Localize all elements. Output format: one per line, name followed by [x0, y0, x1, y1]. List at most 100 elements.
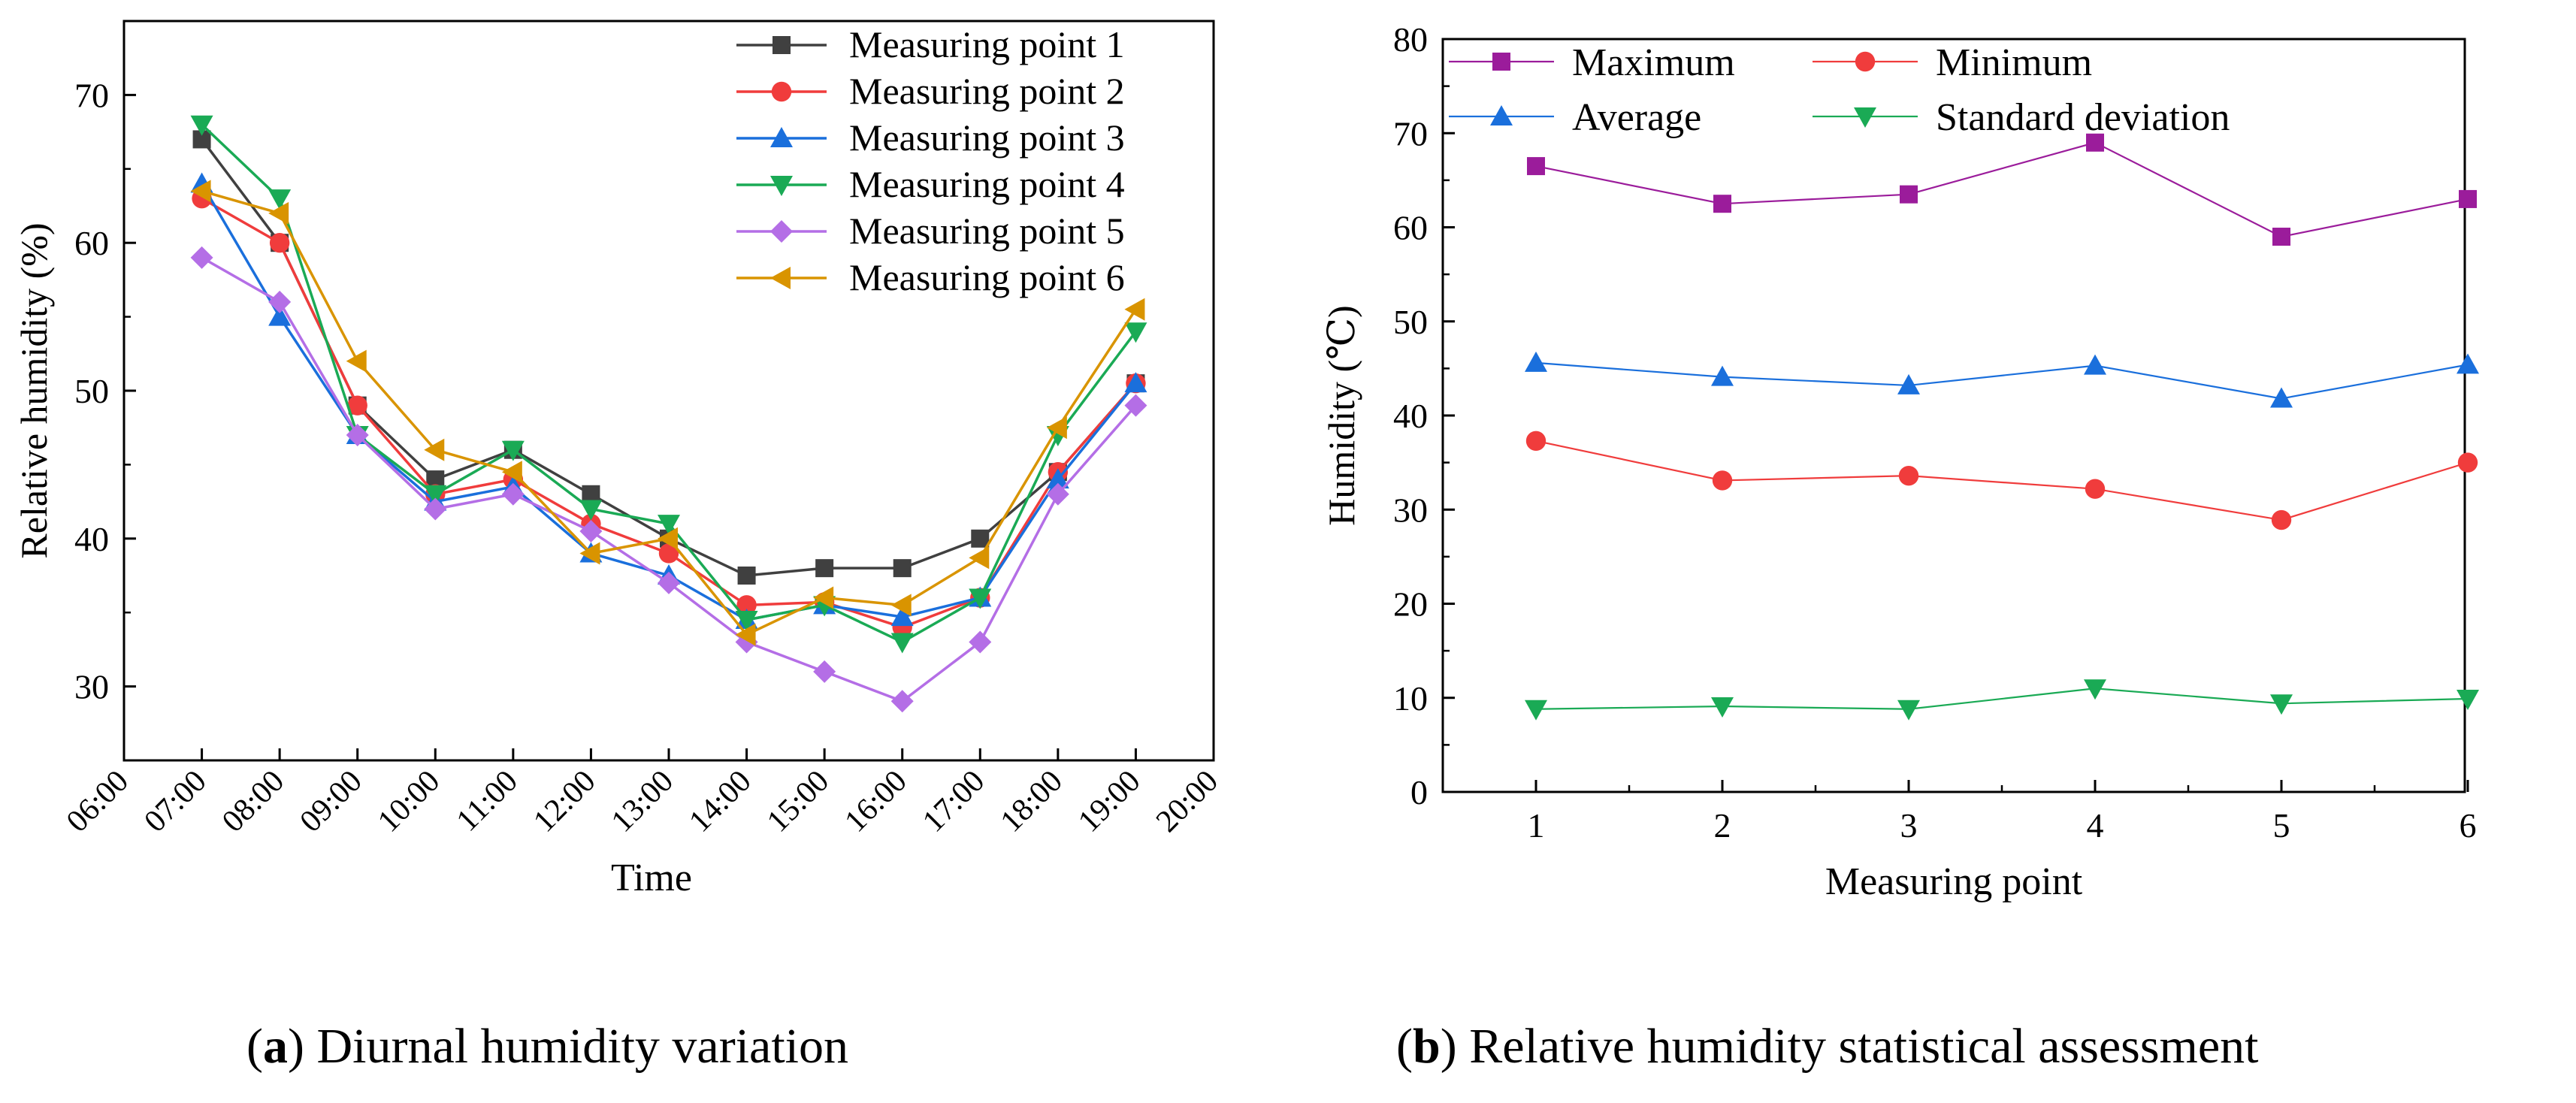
data-point: [2084, 679, 2106, 700]
chart-humidity-statistics: 0 10 20 30 40 50 60 70 80 1 2 3 4 5 6 Measuring point Hu…: [1320, 20, 2479, 903]
data-point: [658, 515, 680, 536]
series-b-2: [1525, 431, 2478, 530]
legend-label: Measuring point 1: [849, 23, 1125, 65]
x-tick-label-b: 4: [2087, 806, 2104, 845]
caption-b-letter: b: [1412, 1019, 1441, 1074]
data-point: [190, 246, 213, 269]
x-tick-label-b: 3: [1900, 806, 1918, 845]
legend-marker: [1855, 51, 1876, 72]
data-point: [735, 611, 758, 632]
data-point: [579, 500, 603, 521]
data-point: [890, 690, 914, 713]
data-point: [658, 571, 680, 594]
y-tick-label-a: 30: [74, 668, 109, 706]
y-tick-label-b: 50: [1393, 303, 1428, 341]
data-point: [736, 595, 757, 615]
data-point: [268, 189, 292, 210]
series-line: [1535, 440, 2469, 521]
x-tick-label-a: 18:00: [994, 764, 1069, 839]
y-tick-label-b: 70: [1393, 114, 1428, 153]
x-axis-title-b: Measuring point: [1825, 860, 2083, 903]
data-point: [969, 546, 990, 570]
data-point: [579, 542, 600, 565]
legend-marker: [1854, 107, 1876, 128]
y-axis-title-b: Humidity (℃): [1320, 305, 1362, 525]
data-point: [1124, 322, 1147, 343]
data-point: [969, 588, 992, 609]
legend-label: Maximum: [1572, 41, 1735, 84]
data-point: [501, 482, 525, 506]
legend-marker: [770, 220, 793, 243]
y-axis-title-a: Relative humidity (%): [13, 222, 55, 558]
legend-marker: [770, 127, 793, 147]
chart-diurnal-humidity: 30 40 50 60 70 06:00 07:00 08:00 09:00 10:00 11:00…: [13, 20, 1225, 899]
legend-label: Measuring point 5: [849, 210, 1125, 252]
y-tick-label-b: 20: [1393, 585, 1428, 624]
x-tick-label-b: 6: [2460, 806, 2477, 845]
legend-label: Minimum: [1936, 41, 2092, 84]
legend-b: Maximum Minimum Average Standard deviation: [1449, 41, 2230, 139]
legend-label: Measuring point 2: [849, 70, 1125, 112]
data-point: [346, 424, 369, 447]
x-tick-label-a: 15:00: [760, 764, 836, 839]
series-b-1: [1527, 133, 2477, 246]
x-tick-label-a: 19:00: [1072, 764, 1147, 839]
data-point: [813, 660, 836, 683]
data-point: [890, 606, 914, 627]
data-point: [501, 461, 522, 484]
x-tick-label-a: 07:00: [138, 764, 213, 839]
data-point: [2084, 354, 2106, 375]
data-point: [2086, 133, 2104, 152]
data-point: [969, 630, 992, 654]
data-point: [735, 623, 756, 646]
data-point: [501, 440, 525, 461]
data-point: [971, 529, 990, 548]
data-point: [1527, 157, 1545, 176]
x-tick-label-b: 2: [1714, 806, 1731, 845]
x-tick-label-a: 11:00: [450, 764, 525, 839]
data-point: [890, 594, 912, 617]
x-tick-label-a: 10:00: [371, 764, 446, 839]
legend-marker: [770, 176, 793, 196]
legend-label: Measuring point 4: [849, 163, 1125, 205]
data-point: [2459, 189, 2477, 208]
data-point: [1712, 470, 1733, 491]
x-tick-label-b: 1: [1528, 806, 1545, 845]
y-tick-label-b: 60: [1393, 209, 1428, 247]
data-point: [579, 519, 603, 542]
series-b-4: [1525, 679, 2479, 721]
caption-b-text: Relative humidity statistical assessment: [1469, 1019, 2259, 1074]
legend-marker: [1490, 105, 1513, 125]
series-line: [1535, 687, 2469, 710]
legend-marker: [770, 267, 791, 289]
caption-a: (a) Diurnal humidity variation: [246, 1019, 849, 1074]
legend-label: Measuring point 3: [849, 116, 1125, 159]
series-line: [1535, 361, 2469, 400]
x-tick-label-a: 12:00: [527, 764, 602, 839]
data-point: [2085, 479, 2106, 499]
data-point: [2457, 353, 2479, 374]
data-point: [1711, 697, 1734, 718]
data-point: [1900, 185, 1918, 204]
legend-label: Standard deviation: [1936, 96, 2230, 139]
data-point: [658, 527, 678, 550]
data-point: [1046, 482, 1069, 506]
legend-marker: [772, 36, 791, 54]
data-point: [813, 586, 834, 609]
data-point: [2272, 228, 2290, 246]
caption-a-text: Diurnal humidity variation: [316, 1019, 849, 1074]
y-tick-label-b: 10: [1393, 679, 1428, 718]
data-point: [268, 305, 292, 326]
series-a-6: [190, 180, 1145, 646]
data-point: [890, 633, 914, 654]
x-tick-label-a: 16:00: [839, 764, 914, 839]
data-point: [815, 559, 834, 578]
data-point: [2270, 694, 2293, 715]
y-tick-label-b: 80: [1393, 20, 1428, 59]
data-point: [269, 233, 290, 253]
data-point: [1897, 373, 1920, 394]
data-point: [1124, 372, 1147, 393]
caption-b: (b) Relative humidity statistical assess…: [1396, 1019, 2259, 1074]
data-point: [1046, 468, 1069, 489]
